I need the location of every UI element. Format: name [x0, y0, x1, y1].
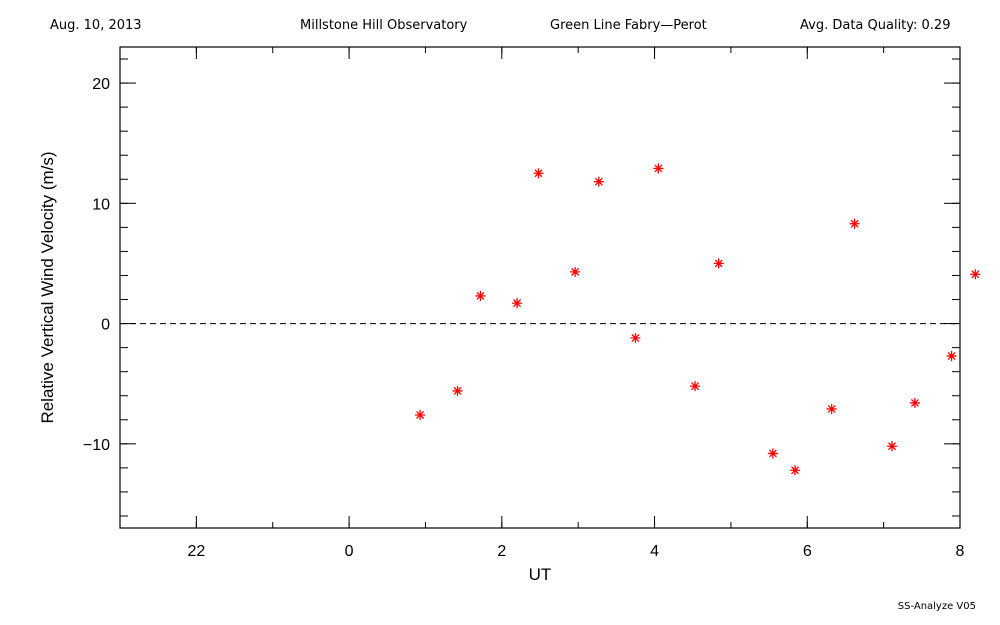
y-axis-label: Relative Vertical Wind Velocity (m/s) — [38, 151, 57, 423]
data-point — [630, 332, 641, 344]
software-version: SS-Analyze V05 — [897, 601, 976, 612]
x-tick-label: 2 — [497, 543, 506, 560]
instrument-name: Green Line Fabry—Perot — [550, 18, 707, 33]
data-point — [789, 465, 801, 476]
data-point — [970, 269, 981, 280]
x-axis-label: UT — [529, 565, 552, 584]
data-quality: Avg. Data Quality: 0.29 — [800, 18, 951, 33]
ticks-layer: 22 0 2 4 6 8 −10 0 10 20 — [83, 47, 965, 560]
data-point — [689, 380, 701, 392]
data-point — [653, 163, 664, 174]
points-layer — [414, 163, 981, 476]
data-point — [452, 385, 463, 397]
data-point — [414, 409, 426, 421]
data-point — [826, 403, 837, 415]
observation-date: Aug. 10, 2013 — [50, 18, 142, 33]
y-tick-label: 0 — [101, 317, 110, 334]
data-point — [475, 290, 486, 302]
data-point — [511, 297, 523, 309]
observatory-name: Millstone Hill Observatory — [300, 18, 468, 33]
x-tick-label: 4 — [650, 543, 659, 560]
plot-frame — [119, 46, 961, 529]
y-tick-label: 20 — [92, 76, 110, 93]
data-point — [593, 176, 604, 187]
x-tick-label: 0 — [345, 543, 354, 560]
data-point — [569, 266, 581, 278]
data-point — [767, 448, 779, 459]
y-tick-label: −10 — [83, 437, 110, 454]
x-tick-label: 22 — [187, 543, 205, 560]
data-point — [909, 397, 921, 409]
data-point — [713, 258, 724, 269]
y-tick-label: 10 — [92, 196, 110, 213]
data-point — [533, 168, 544, 179]
x-tick-label: 8 — [956, 543, 965, 560]
x-tick-label: 6 — [803, 543, 812, 560]
data-point — [946, 350, 957, 362]
data-point — [886, 441, 898, 452]
data-point — [849, 218, 860, 229]
